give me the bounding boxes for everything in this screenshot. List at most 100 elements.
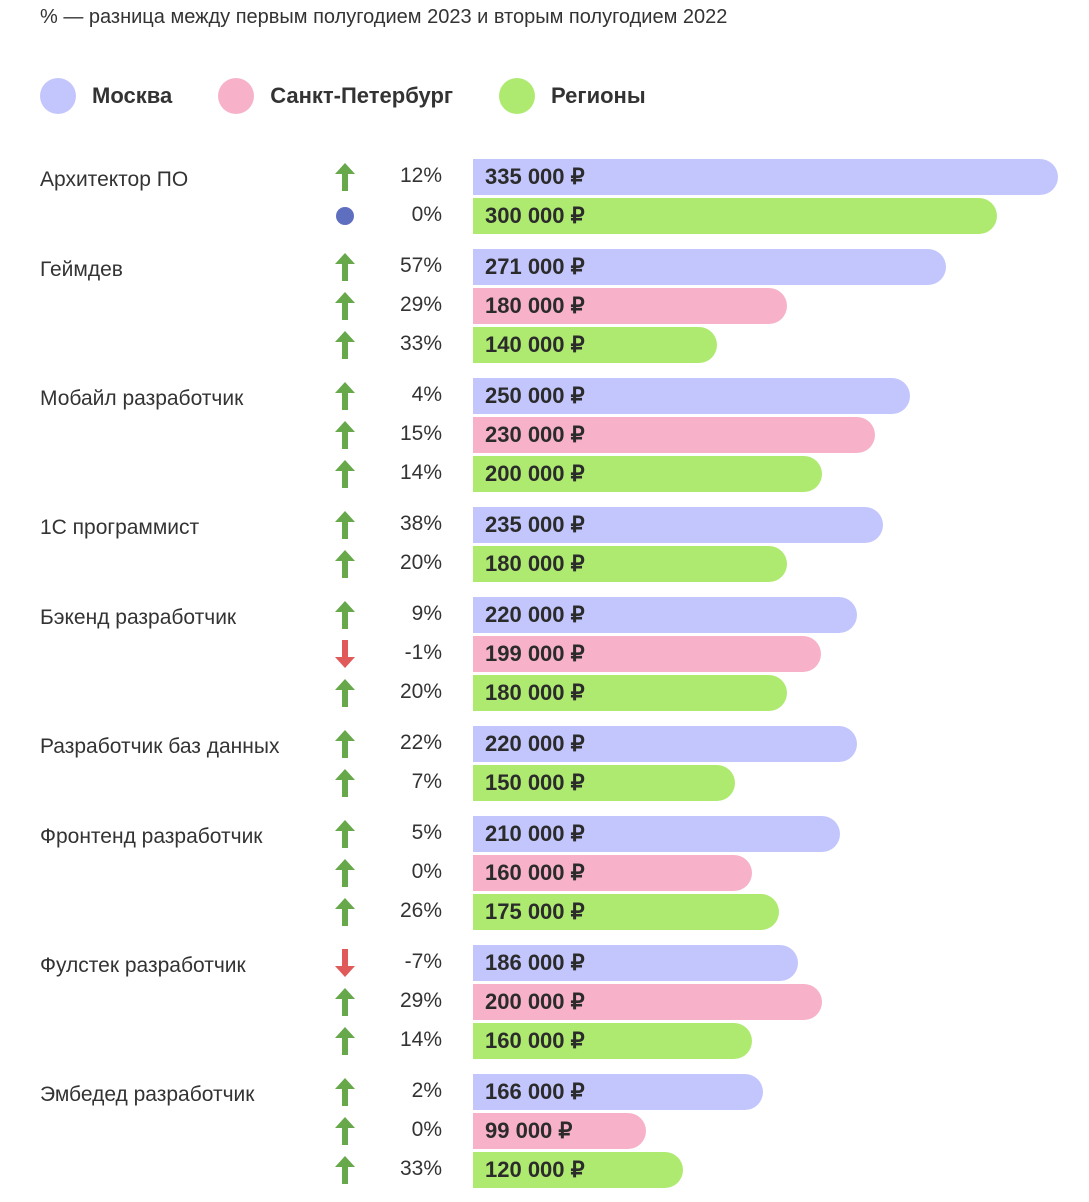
change-label: 9%: [411, 602, 442, 625]
job-group: Мобайл разработчик 4% 250 000 ₽ 15% 230 …: [0, 377, 1089, 494]
value-label: 120 000 ₽: [485, 1157, 585, 1182]
job-group: 1С программист 38% 235 000 ₽ 20% 180 000…: [0, 506, 1089, 584]
job-label: Мобайл разработчик: [40, 387, 244, 410]
change-label: 20%: [399, 680, 442, 703]
bar: 250 000 ₽: [473, 378, 910, 414]
bar: 220 000 ₽: [473, 597, 858, 633]
value-label: 175 000 ₽: [485, 899, 585, 924]
legend: Москва Санкт-Петербург Регионы: [40, 78, 692, 114]
change-label: 22%: [399, 731, 442, 754]
job-label: Бэкенд разработчик: [40, 606, 237, 629]
arrow-up-icon: [333, 459, 357, 489]
arrow-up-icon: [333, 1026, 357, 1056]
bar-row: 0% 99 000 ₽: [0, 1112, 1089, 1151]
value-label: 220 000 ₽: [485, 731, 585, 756]
bar-row: 29% 180 000 ₽: [0, 287, 1089, 326]
change-label: 57%: [399, 254, 442, 277]
legend-label: Регионы: [551, 83, 646, 108]
bar-row: 12% 335 000 ₽: [0, 158, 1089, 197]
change-label: 0%: [411, 203, 442, 226]
bar: 186 000 ₽: [473, 945, 798, 981]
bar-chart: Архитектор ПО 12% 335 000 ₽ 0% 300 000 ₽…: [0, 158, 1089, 1202]
job-label: 1С программист: [40, 516, 200, 539]
bar-row: 20% 180 000 ₽: [0, 674, 1089, 713]
value-label: 271 000 ₽: [485, 254, 585, 279]
bar-row: -1% 199 000 ₽: [0, 635, 1089, 674]
change-label: 12%: [399, 164, 442, 187]
change-label: 29%: [399, 293, 442, 316]
bar: 180 000 ₽: [473, 546, 788, 582]
bar: 160 000 ₽: [473, 855, 753, 891]
bar: 230 000 ₽: [473, 417, 875, 453]
bar-row: 20% 180 000 ₽: [0, 545, 1089, 584]
value-label: 220 000 ₽: [485, 602, 585, 627]
bar: 200 000 ₽: [473, 984, 823, 1020]
bar: 166 000 ₽: [473, 1074, 763, 1110]
chart-note: % — разница между первым полугодием 2023…: [40, 6, 728, 28]
arrow-down-icon: [333, 948, 357, 978]
job-label: Разработчик баз данных: [40, 735, 280, 758]
bar: 99 000 ₽: [473, 1113, 646, 1149]
value-label: 180 000 ₽: [485, 680, 585, 705]
bar-row: 29% 200 000 ₽: [0, 983, 1089, 1022]
bar-row: 14% 160 000 ₽: [0, 1022, 1089, 1061]
arrow-up-icon: [333, 678, 357, 708]
job-group: Эмбедед разработчик 2% 166 000 ₽ 0% 99 0…: [0, 1073, 1089, 1190]
bar-row: 7% 150 000 ₽: [0, 764, 1089, 803]
bar: 200 000 ₽: [473, 456, 823, 492]
value-label: 166 000 ₽: [485, 1079, 585, 1104]
bar-row: 5% 210 000 ₽: [0, 815, 1089, 854]
job-label: Фулстек разработчик: [40, 954, 246, 977]
bar: 160 000 ₽: [473, 1023, 753, 1059]
legend-item: Санкт-Петербург: [218, 78, 453, 114]
legend-label: Москва: [92, 83, 173, 108]
value-label: 335 000 ₽: [485, 164, 585, 189]
bar: 335 000 ₽: [473, 159, 1058, 195]
arrow-up-icon: [333, 897, 357, 927]
value-label: 160 000 ₽: [485, 1028, 585, 1053]
job-group: Бэкенд разработчик 9% 220 000 ₽ -1% 199 …: [0, 596, 1089, 713]
job-label: Фронтенд разработчик: [40, 825, 263, 848]
dot-icon: [333, 201, 357, 231]
change-label: 5%: [411, 821, 442, 844]
bar: 271 000 ₽: [473, 249, 947, 285]
arrow-up-icon: [333, 549, 357, 579]
arrow-up-icon: [333, 252, 357, 282]
bar: 300 000 ₽: [473, 198, 997, 234]
legend-swatch: [40, 78, 76, 114]
change-label: 20%: [399, 551, 442, 574]
arrow-down-icon: [333, 639, 357, 669]
bar-row: 26% 175 000 ₽: [0, 893, 1089, 932]
arrow-up-icon: [333, 1116, 357, 1146]
change-label: 14%: [399, 461, 442, 484]
bar-row: 38% 235 000 ₽: [0, 506, 1089, 545]
value-label: 180 000 ₽: [485, 551, 585, 576]
value-label: 150 000 ₽: [485, 770, 585, 795]
legend-swatch: [218, 78, 255, 114]
value-label: 300 000 ₽: [485, 203, 585, 228]
change-label: 4%: [411, 383, 442, 406]
arrow-up-icon: [333, 420, 357, 450]
value-label: 160 000 ₽: [485, 860, 585, 885]
bar-row: -7% 186 000 ₽: [0, 944, 1089, 983]
value-label: 200 000 ₽: [485, 989, 585, 1014]
value-label: 200 000 ₽: [485, 461, 585, 486]
job-group: Архитектор ПО 12% 335 000 ₽ 0% 300 000 ₽: [0, 158, 1089, 236]
value-label: 230 000 ₽: [485, 422, 585, 447]
change-label: 38%: [399, 512, 442, 535]
job-label: Архитектор ПО: [40, 168, 189, 191]
job-label: Эмбедед разработчик: [40, 1083, 255, 1106]
bar: 140 000 ₽: [473, 327, 718, 363]
change-label: 15%: [399, 422, 442, 445]
bar-row: 2% 166 000 ₽: [0, 1073, 1089, 1112]
arrow-up-icon: [333, 819, 357, 849]
bar: 220 000 ₽: [473, 726, 858, 762]
value-label: 180 000 ₽: [485, 293, 585, 318]
arrow-up-icon: [333, 987, 357, 1017]
change-label: 14%: [399, 1028, 442, 1051]
job-group: Геймдев 57% 271 000 ₽ 29% 180 000 ₽ 33% …: [0, 248, 1089, 365]
arrow-up-icon: [333, 1077, 357, 1107]
change-label: -7%: [404, 950, 442, 973]
bar-row: 57% 271 000 ₽: [0, 248, 1089, 287]
job-group: Фулстек разработчик -7% 186 000 ₽ 29% 20…: [0, 944, 1089, 1061]
